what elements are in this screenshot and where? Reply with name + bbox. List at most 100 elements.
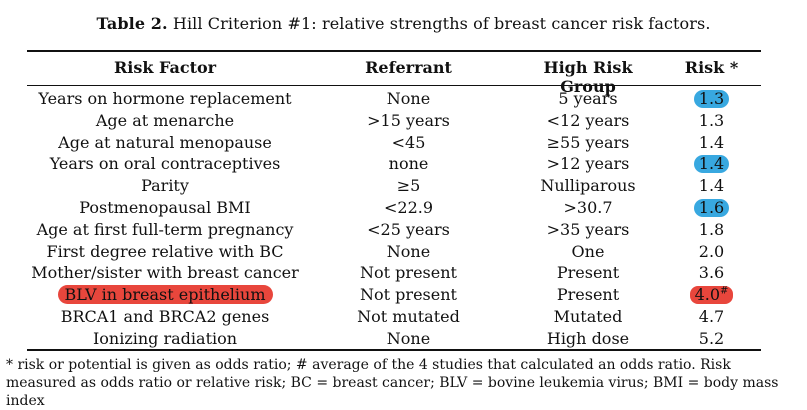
referrant-cell: <22.9	[303, 197, 514, 219]
risk-factor-cell-text: Age at menarche	[95, 110, 235, 130]
high-risk-group-cell-text: >12 years	[546, 154, 630, 174]
referrant-cell-text: none	[388, 154, 429, 174]
referrant-cell: <25 years	[303, 219, 514, 241]
referrant-cell-text: >15 years	[367, 110, 450, 130]
referrant-cell: Not present	[303, 262, 514, 284]
risk-factor-cell-text: Mother/sister with breast cancer	[31, 263, 299, 283]
risk-factor-cell-text: Age at natural menopause	[58, 132, 272, 152]
risk-cell-text: 1.4	[693, 155, 730, 174]
referrant-cell: ≥5	[303, 175, 514, 197]
risk-factor-cell-text: Years on oral contraceptives	[49, 154, 281, 174]
referrant-cell: none	[303, 153, 514, 175]
risk-cell-text: 4.7	[698, 307, 725, 326]
risk-cell-text: 5.2	[698, 328, 725, 348]
high-risk-group-cell: >12 years	[514, 153, 662, 175]
risk-factor-cell-text: Parity	[141, 176, 189, 196]
referrant-cell: None	[303, 241, 514, 263]
risk-factor-cell: Years on hormone replacement	[27, 88, 303, 110]
referrant-cell-text: None	[386, 241, 431, 261]
high-risk-group-cell-text: <12 years	[546, 110, 630, 130]
risk-cell: 1.6	[662, 197, 761, 219]
risk-factor-cell-text: Ionizing radiation	[92, 328, 238, 348]
risk-factor-cell: BRCA1 and BRCA2 genes	[27, 306, 303, 328]
high-risk-group-cell-text: >30.7	[563, 198, 613, 217]
header-risk-factor: Risk Factor	[113, 58, 217, 77]
table-row: Age at first full-term pregnancy <25 year…	[0, 219, 807, 241]
table-row: Age at natural menopause <45 ≥55 years 1.4	[0, 132, 807, 154]
risk-cell-text: 1.4	[698, 176, 725, 196]
referrant-cell: <45	[303, 132, 514, 154]
risk-factor-cell: Parity	[27, 175, 303, 197]
risk-factor-cell-text: Years on hormone replacement	[38, 89, 292, 108]
risk-cell: 4.7	[662, 306, 761, 328]
high-risk-group-cell-text: 5 years	[558, 89, 618, 108]
risk-factor-cell: Age at first full-term pregnancy	[27, 219, 303, 241]
table-row: Ionizing radiation None High dose 5.2	[0, 328, 807, 350]
risk-cell: 1.8	[662, 219, 761, 241]
table-row: Mother/sister with breast cancer Not pres…	[0, 262, 807, 284]
risk-factor-cell: Mother/sister with breast cancer	[27, 262, 303, 284]
referrant-cell-text: None	[386, 328, 431, 348]
caption-text: Hill Criterion #1: relative strengths of…	[172, 14, 711, 33]
table-row: BRCA1 and BRCA2 genes Not mutated Mutated 4…	[0, 306, 807, 328]
referrant-cell-text: Not mutated	[357, 307, 460, 326]
risk-factor-cell: Postmenopausal BMI	[27, 197, 303, 219]
risk-factor-cell-text: Age at first full-term pregnancy	[36, 219, 294, 239]
referrant-cell-text: Not present	[360, 285, 457, 305]
risk-cell-text: 1.8	[698, 219, 725, 239]
risk-factor-cell: Years on oral contraceptives	[27, 153, 303, 175]
referrant-cell-text: ≥5	[396, 176, 421, 196]
referrant-cell-text: <45	[391, 132, 426, 152]
risk-factor-cell-text: Postmenopausal BMI	[79, 198, 251, 217]
high-risk-group-cell-text: Mutated	[553, 307, 623, 326]
high-risk-group-cell: Present	[514, 284, 662, 306]
top-rule	[27, 50, 761, 52]
risk-cell-text: 1.6	[693, 199, 730, 217]
referrant-cell-text: Not present	[360, 263, 457, 283]
high-risk-group-cell-text: ≥55 years	[546, 132, 630, 152]
referrant-cell-text: <25 years	[367, 219, 450, 239]
high-risk-group-cell-text: One	[571, 241, 605, 261]
high-risk-group-cell: <12 years	[514, 110, 662, 132]
risk-cell: 1.4	[662, 153, 761, 175]
high-risk-group-cell-text: High dose	[546, 328, 630, 348]
table-row: Years on hormone replacement None 5 years 1…	[0, 88, 807, 110]
referrant-cell: None	[303, 328, 514, 350]
risk-factor-cell: Age at menarche	[27, 110, 303, 132]
table-caption: Table 2. Hill Criterion #1: relative str…	[0, 14, 807, 33]
table-row: Age at menarche >15 years <12 years 1.3	[0, 110, 807, 132]
risk-cell-text: 1.3	[693, 90, 730, 108]
high-risk-group-cell: High dose	[514, 328, 662, 350]
referrant-cell: None	[303, 88, 514, 110]
risk-factor-cell-text: BRCA1 and BRCA2 genes	[60, 307, 270, 326]
header-referrant: Referrant	[365, 58, 452, 77]
table-row: BLV in breast epithelium Not present Prese…	[0, 284, 807, 306]
referrant-cell: Not mutated	[303, 306, 514, 328]
high-risk-group-cell: >35 years	[514, 219, 662, 241]
risk-factor-cell: BLV in breast epithelium	[27, 284, 303, 306]
risk-factor-cell-text: BLV in breast epithelium	[57, 285, 273, 305]
referrant-cell: Not present	[303, 284, 514, 306]
referrant-cell: >15 years	[303, 110, 514, 132]
risk-footnote-marker: #	[720, 285, 729, 297]
table-row: First degree relative with BC None One 2.0	[0, 241, 807, 263]
risk-cell: 2.0	[662, 241, 761, 263]
risk-cell-text: 2.0	[698, 241, 725, 261]
risk-cell-text: 4.0#	[689, 285, 734, 305]
referrant-cell-text: <22.9	[383, 198, 434, 217]
risk-cell: 3.6	[662, 262, 761, 284]
risk-cell-text: 3.6	[698, 263, 725, 283]
risk-cell-text: 1.4	[698, 132, 725, 152]
table-footnote: * risk or potential is given as odds rat…	[6, 357, 779, 409]
high-risk-group-cell: Mutated	[514, 306, 662, 328]
high-risk-group-cell: Nulliparous	[514, 175, 662, 197]
risk-cell: 1.4	[662, 132, 761, 154]
risk-factor-cell: Age at natural menopause	[27, 132, 303, 154]
risk-factor-cell: First degree relative with BC	[27, 241, 303, 263]
risk-cell: 1.3	[662, 110, 761, 132]
high-risk-group-cell: 5 years	[514, 88, 662, 110]
table-row: Years on oral contraceptives none >12 year…	[0, 153, 807, 175]
table-row: Parity ≥5 Nulliparous 1.4	[0, 175, 807, 197]
high-risk-group-cell-text: Nulliparous	[540, 176, 636, 196]
high-risk-group-cell: One	[514, 241, 662, 263]
